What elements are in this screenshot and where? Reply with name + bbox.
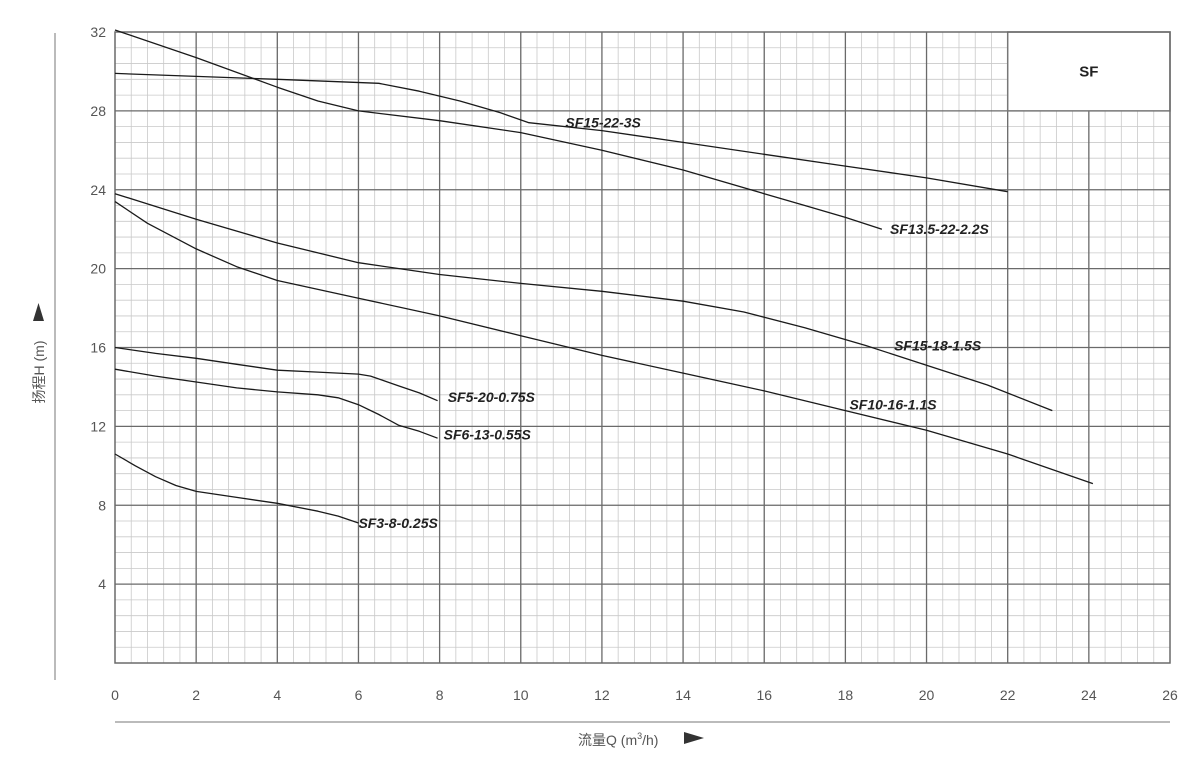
x-axis-title-suffix: /h) bbox=[642, 732, 658, 748]
x-tick-label: 12 bbox=[594, 687, 610, 703]
y-tick-label: 4 bbox=[98, 576, 106, 592]
curve-sf15-22-3s bbox=[114, 72, 1008, 193]
curve-labels: SF15-22-3S SF13.5-22-2.2S SF15-18-1.5S SF10… bbox=[358, 115, 989, 531]
x-tick-label: 10 bbox=[513, 687, 529, 703]
y-tick-label: 24 bbox=[90, 182, 106, 198]
x-axis-title: 流量Q (m3/h) bbox=[578, 731, 658, 748]
curve-sf6-13-0_55s bbox=[114, 368, 438, 439]
curves bbox=[114, 29, 1094, 524]
curve-label: SF15-18-1.5S bbox=[894, 338, 982, 354]
curve-label: SF13.5-22-2.2S bbox=[890, 221, 989, 237]
x-tick-label: 16 bbox=[756, 687, 772, 703]
x-axis-title-prefix: 流量Q (m bbox=[578, 732, 637, 748]
y-tick-label: 12 bbox=[90, 418, 106, 434]
x-tick-label: 20 bbox=[919, 687, 935, 703]
x-tick-label: 8 bbox=[436, 687, 444, 703]
curve-label: SF10-16-1.1S bbox=[849, 397, 937, 413]
y-tick-label: 8 bbox=[98, 497, 106, 513]
y-tick-label: 16 bbox=[90, 340, 106, 356]
curve-sf15-18-1_5s bbox=[114, 193, 1053, 412]
x-tick-label: 6 bbox=[355, 687, 363, 703]
y-tick-labels: 4 8 12 16 20 24 28 32 bbox=[90, 24, 106, 592]
x-tick-label: 0 bbox=[111, 687, 119, 703]
x-tick-label: 24 bbox=[1081, 687, 1097, 703]
curve-sf10-16-1_1s bbox=[114, 201, 1094, 485]
model-box-label: SF bbox=[1079, 63, 1098, 80]
y-axis-title: 扬程H (m) bbox=[31, 341, 47, 404]
curve-label: SF15-22-3S bbox=[565, 115, 641, 131]
x-tick-label: 26 bbox=[1162, 687, 1178, 703]
y-tick-label: 28 bbox=[90, 103, 106, 119]
x-tick-labels: 0 2 4 6 8 10 12 14 16 18 20 22 24 26 bbox=[111, 687, 1178, 703]
curve-sf3-8-0_25s bbox=[114, 453, 359, 524]
curve-label: SF3-8-0.25S bbox=[358, 515, 438, 531]
major-grid bbox=[115, 32, 1170, 663]
x-axis-arrow-icon bbox=[684, 732, 704, 744]
y-tick-label: 32 bbox=[90, 24, 106, 40]
curve-label: SF6-13-0.55S bbox=[444, 426, 532, 442]
x-tick-label: 22 bbox=[1000, 687, 1016, 703]
y-tick-label: 20 bbox=[90, 261, 106, 277]
x-tick-label: 4 bbox=[273, 687, 281, 703]
curve-sf5-20-0_75s bbox=[114, 346, 438, 402]
x-tick-label: 18 bbox=[838, 687, 854, 703]
x-tick-label: 2 bbox=[192, 687, 200, 703]
curve-sf13_5-22-2_2s bbox=[114, 29, 883, 230]
model-box bbox=[1006, 31, 1171, 112]
y-axis-arrow-icon bbox=[33, 303, 44, 321]
curve-label: SF5-20-0.75S bbox=[448, 389, 536, 405]
x-tick-label: 14 bbox=[675, 687, 691, 703]
x-axis-title-sup: 3 bbox=[637, 731, 642, 741]
